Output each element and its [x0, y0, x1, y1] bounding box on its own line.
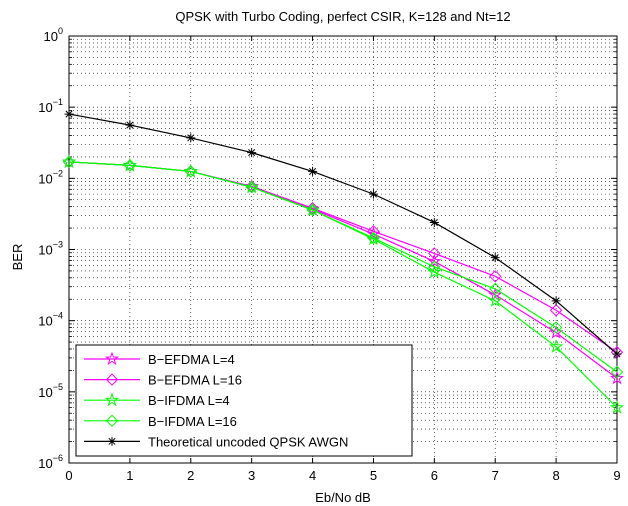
data-point-marker: [428, 260, 441, 274]
data-point-marker: [247, 148, 257, 158]
data-point-marker: [306, 203, 319, 217]
legend-label: B−EFDMA L=4: [148, 352, 235, 367]
x-tick-label: 7: [492, 468, 499, 483]
x-tick-label: 5: [370, 468, 377, 483]
data-point-marker: [62, 155, 76, 169]
legend-item: B−EFDMA L=16: [84, 373, 242, 388]
data-point-marker: [367, 225, 380, 238]
data-point-marker: [490, 253, 500, 263]
data-point-marker: [610, 365, 624, 379]
legend-marker: [105, 373, 119, 386]
legend-label: B−IFDMA L=16: [148, 414, 237, 429]
data-point-marker: [64, 109, 74, 119]
y-tick-label: 100: [44, 26, 63, 44]
x-axis-label: Eb/No dB: [315, 490, 371, 505]
legend-marker: [104, 392, 120, 407]
legend-item: B−IFDMA L=4: [84, 392, 230, 408]
y-tick-label: 10−6: [38, 453, 63, 471]
data-point-marker: [549, 321, 563, 334]
x-tick-label: 2: [187, 468, 194, 483]
x-tick-label: 1: [126, 468, 133, 483]
data-point-marker: [368, 189, 378, 199]
data-point-marker: [367, 231, 380, 245]
legend-label: B−IFDMA L=4: [148, 393, 230, 408]
data-point-marker: [488, 287, 503, 302]
series-line: [68, 113, 618, 355]
data-point-marker: [186, 133, 196, 143]
data-point-marker: [306, 202, 319, 215]
x-tick-label: 3: [248, 468, 255, 483]
data-point-marker: [551, 296, 561, 306]
plot-area: 0 1 2 3 4 5 6 7 8 9 100 10−1 10−2 10−3 10−4 10−5 10−6: [38, 26, 625, 483]
y-axis-label: BER: [10, 244, 25, 271]
series-4: [62, 155, 624, 379]
y-tick-label: 10−1: [38, 97, 63, 115]
y-tick-label: 10−3: [38, 240, 63, 258]
series-5: [64, 109, 622, 359]
x-tick-label: 4: [309, 468, 316, 483]
legend-item: Theoretical uncoded QPSK AWGN: [84, 434, 348, 449]
chart-title: QPSK with Turbo Coding, perfect CSIR, K=…: [175, 9, 510, 24]
data-point-marker: [549, 304, 563, 317]
legend-marker: [107, 436, 117, 446]
data-point-marker: [427, 253, 442, 268]
data-point-marker: [489, 282, 502, 296]
series-line: [68, 161, 618, 373]
data-point-marker: [245, 180, 258, 193]
y-tick-label: 10−2: [38, 168, 63, 186]
data-point-marker: [609, 370, 625, 385]
x-tick-label: 9: [613, 468, 620, 483]
legend-item: B−EFDMA L=4: [84, 351, 235, 367]
data-point-marker: [612, 349, 622, 359]
x-tick-label: 0: [65, 468, 72, 483]
grid: [69, 36, 617, 463]
legend-marker: [105, 414, 119, 428]
legend-label: B−EFDMA L=16: [148, 373, 242, 388]
data-point-marker: [125, 120, 135, 130]
data-point-marker: [308, 166, 318, 176]
legend-marker: [104, 351, 120, 366]
data-point-marker: [429, 217, 439, 227]
legend-label: Theoretical uncoded QPSK AWGN: [148, 434, 348, 449]
y-tick-label: 10−5: [38, 382, 63, 400]
data-point-marker: [609, 400, 625, 414]
legend: B−EFDMA L=4 B−EFDMA L=16 B−IFDMA L=4 B−IFDM…: [75, 344, 413, 457]
data-point-marker: [488, 293, 503, 307]
data-point-marker: [548, 339, 564, 353]
x-tick-label: 6: [431, 468, 438, 483]
data-point-marker: [123, 159, 137, 172]
data-point-marker: [184, 165, 197, 178]
x-tick-label: 8: [552, 468, 559, 483]
data-point-marker: [428, 247, 441, 260]
data-point-marker: [489, 270, 502, 283]
y-tick-label: 10−4: [38, 311, 63, 329]
data-point-marker: [427, 264, 442, 279]
legend-item: B−IFDMA L=16: [84, 414, 237, 429]
data-point-marker: [245, 181, 258, 194]
